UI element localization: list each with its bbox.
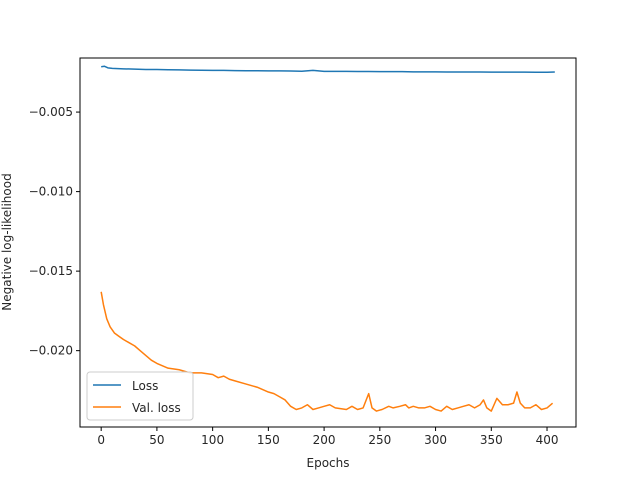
x-tick-label: 250: [368, 433, 391, 447]
y-axis-label: Negative log-likelihood: [0, 173, 14, 310]
y-tick-label: −0.015: [29, 264, 73, 278]
plot-frame: [79, 57, 577, 428]
x-tick-label: 150: [257, 433, 280, 447]
x-tick-label: 300: [424, 433, 447, 447]
series-line-loss: [101, 65, 555, 74]
legend-box: [86, 371, 194, 421]
x-tick-label: 400: [536, 433, 559, 447]
x-tick-label: 100: [201, 433, 224, 447]
series-layer: [100, 65, 555, 412]
legend: Loss Val. loss: [86, 371, 194, 421]
series-line-val-loss: [100, 291, 554, 412]
y-tick-label: −0.005: [29, 105, 73, 119]
x-axis-label: Epochs: [307, 456, 350, 470]
y-tick-label: −0.020: [29, 344, 73, 358]
x-tick-label: 50: [149, 433, 164, 447]
legend-label-val-loss: Val. loss: [132, 401, 181, 415]
x-tick-label: 0: [97, 433, 105, 447]
y-tick-label: −0.010: [29, 185, 73, 199]
x-axis: 0 50 100 150 200 250 300 350 400: [97, 427, 558, 447]
y-axis: −0.005 −0.010 −0.015 −0.020: [29, 105, 80, 358]
x-tick-label: 350: [480, 433, 503, 447]
x-tick-label: 200: [313, 433, 336, 447]
legend-label-loss: Loss: [132, 379, 158, 393]
